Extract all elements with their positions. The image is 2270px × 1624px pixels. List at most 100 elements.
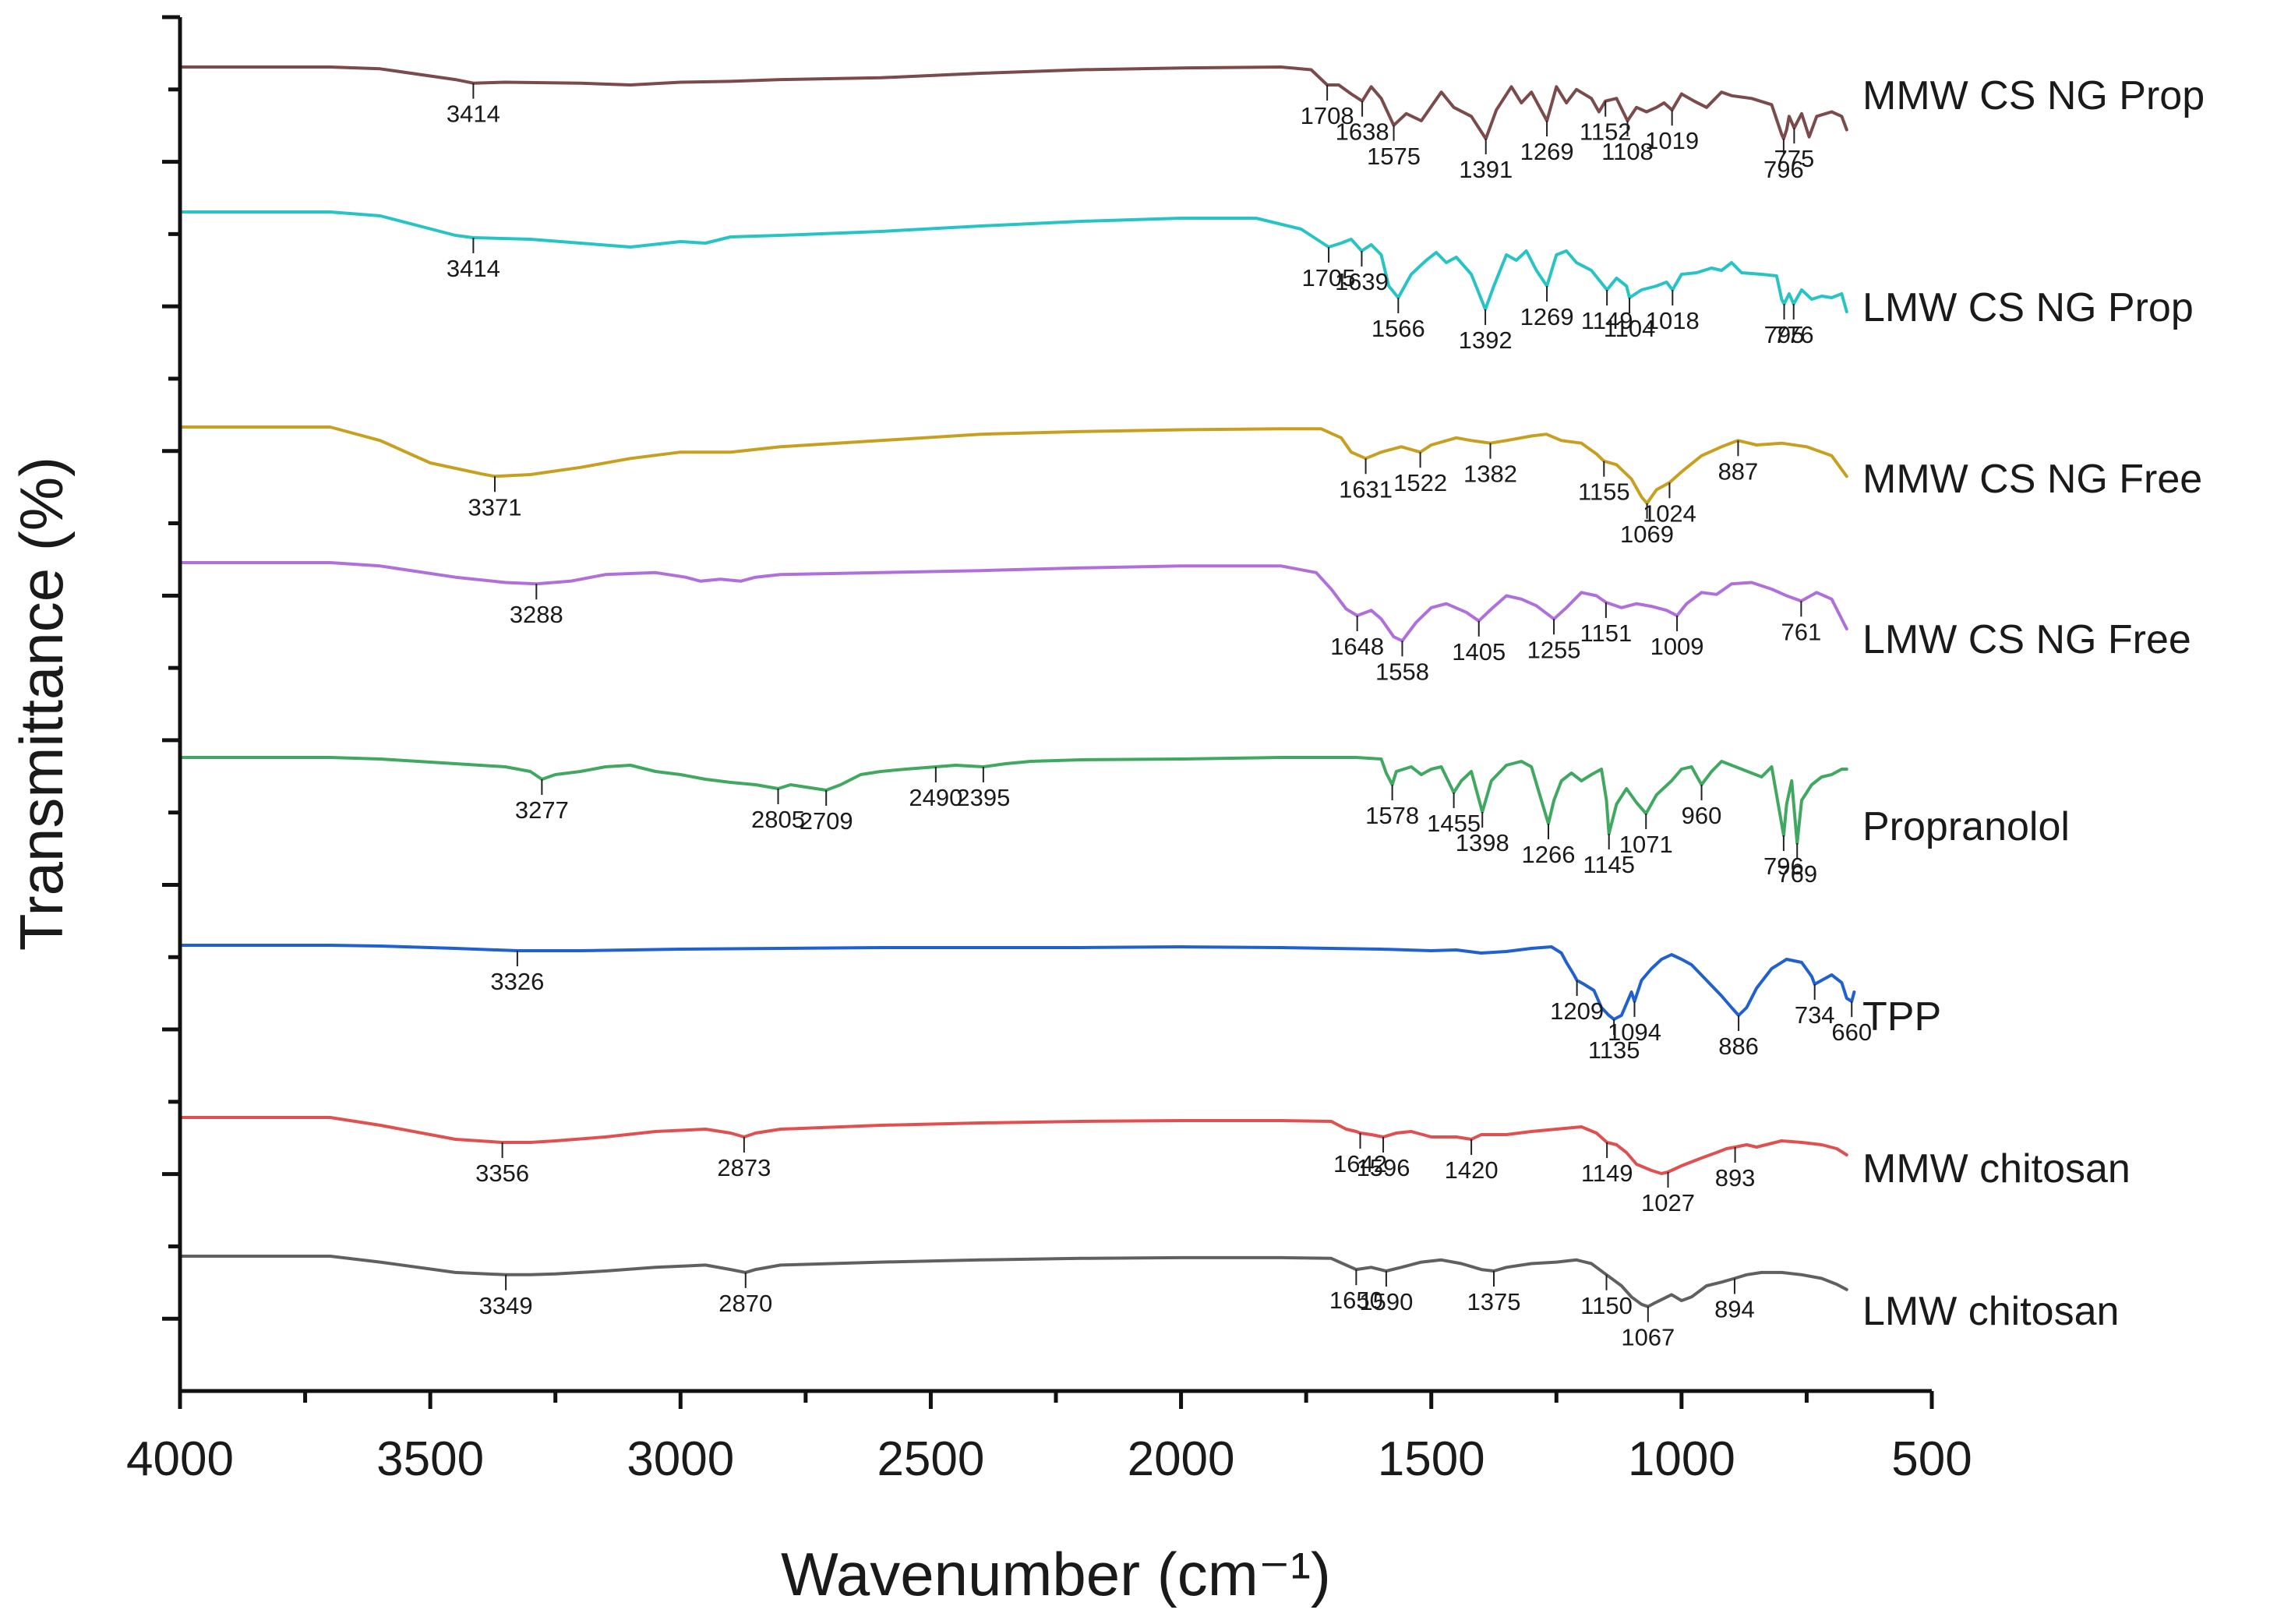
peak-label: 1638 [1336,118,1389,146]
peak-label: 1269 [1520,138,1574,165]
peak-label: 1071 [1619,831,1673,858]
peak-label: 894 [1714,1296,1755,1323]
peak-label: 3414 [447,255,500,282]
series-line-propranolol [178,756,1848,845]
x-axis-title: Wavenumber (cm⁻¹) [781,1540,1331,1608]
peak-label: 3277 [515,796,569,824]
peak-label: 1155 [1578,478,1630,506]
peak-label: 1069 [1620,521,1674,548]
x-tick-label: 1500 [1378,1432,1485,1486]
peak-label: 1566 [1372,315,1425,342]
peak-label: 1269 [1520,303,1574,330]
peak-label: 2395 [956,784,1010,811]
series-name-propranolol: Propranolol [1862,804,2070,849]
peak-label: 1255 [1527,636,1581,663]
series-name-tpp: TPP [1862,994,1941,1040]
peak-label: 796 [1763,156,1804,183]
peak-label: 3414 [447,101,500,128]
peak-label: 1708 [1301,102,1354,129]
series-name-mmw-cs-ng-prop: MMW CS NG Prop [1862,73,2205,118]
peak-label: 761 [1781,618,1821,645]
peak-label: 1639 [1335,268,1389,295]
peak-label: 1575 [1367,143,1421,170]
series-layer [178,65,1856,1308]
peak-label: 886 [1718,1033,1759,1060]
series-line-mmw-cs-ng-free [178,425,1848,505]
peak-label: 795 [1764,321,1805,348]
peak-label: 1648 [1330,633,1384,660]
peak-label: 1009 [1650,633,1704,660]
peak-label: 1151 [1580,620,1633,647]
series-line-lmw-chitosan [178,1255,1848,1308]
peak-label: 1650 [1329,1287,1383,1314]
peak-label: 1392 [1459,327,1513,354]
peak-label: 1027 [1641,1189,1695,1216]
peak-label: 1104 [1604,315,1656,342]
peak-label: 1149 [1581,1160,1633,1187]
peak-label: 775 [1774,145,1815,172]
peak-label: 1019 [1645,127,1699,154]
peak-label: 1382 [1463,461,1517,488]
peak-label: 1149 [1581,307,1633,334]
x-tick-label: 2000 [1128,1432,1235,1486]
series-name-mmw-chitosan: MMW chitosan [1862,1146,2131,1192]
peak-label: 1705 [1302,264,1356,291]
peak-label: 1067 [1621,1324,1675,1351]
peak-label: 1094 [1608,1019,1661,1046]
tick-layer: 4000 3500 3000 2500 2000 1500 1000 500 [126,15,1972,1486]
peak-label: 1596 [1357,1154,1410,1181]
peak-label: 3349 [479,1292,533,1319]
peak-label: 734 [1795,1001,1835,1029]
peak-label: 2709 [800,807,853,835]
peak-label: 2873 [717,1154,771,1181]
peak-label: 776 [1774,321,1814,348]
peak-label: 1152 [1580,118,1632,146]
series-name-lmw-cs-ng-prop: LMW CS NG Prop [1862,285,2194,330]
peak-label: 1024 [1643,500,1696,527]
peak-label: 3356 [475,1160,529,1187]
peak-label: 1405 [1452,638,1506,665]
peak-label: 1631 [1339,475,1393,503]
peak-label: 1398 [1456,829,1509,856]
peak-label: 1590 [1359,1288,1413,1315]
peak-label: 2870 [718,1290,772,1317]
peak-label: 1578 [1365,802,1419,829]
peak-label: 1455 [1427,810,1481,837]
series-line-mmw-chitosan [178,1116,1848,1175]
y-axis-title: Transmittance (%) [7,457,76,951]
peak-label: 1522 [1393,469,1447,496]
series-line-lmw-cs-ng-prop [178,210,1848,313]
peak-label: 3326 [490,968,544,995]
peak-label: 1209 [1550,997,1604,1025]
peak-label: 1108 [1601,138,1654,165]
peak-label: 1391 [1459,156,1513,183]
x-tick-label: 4000 [126,1432,234,1486]
peak-label: 887 [1718,457,1759,485]
series-line-tpp [178,944,1856,1021]
peak-label: 660 [1831,1019,1872,1046]
series-name-mmw-cs-ng-free: MMW CS NG Free [1862,457,2202,502]
peak-label: 3288 [510,601,563,628]
series-name-lmw-chitosan: LMW chitosan [1862,1289,2119,1334]
peak-label: 893 [1715,1164,1756,1192]
x-tick-label: 1000 [1628,1432,1735,1486]
series-line-mmw-cs-ng-prop [178,65,1848,140]
peak-label: 1420 [1445,1156,1499,1184]
peak-label: 1642 [1333,1150,1387,1177]
peak-label: 3371 [468,493,522,521]
x-tick-label: 500 [1891,1432,1972,1486]
x-tick-label: 3000 [627,1432,734,1486]
peak-label: 960 [1682,802,1722,829]
peak-label: 1018 [1646,307,1700,334]
x-tick-label: 2500 [877,1432,984,1486]
peak-label: 1135 [1588,1036,1640,1064]
series-line-lmw-cs-ng-free [178,561,1848,643]
peak-label: 2490 [909,784,962,811]
peak-label: 1266 [1522,841,1576,868]
series-name-lmw-cs-ng-free: LMW CS NG Free [1862,617,2191,662]
peak-label: 769 [1777,860,1817,888]
peak-label: 2805 [751,806,805,833]
peak-label: 1375 [1467,1288,1521,1315]
